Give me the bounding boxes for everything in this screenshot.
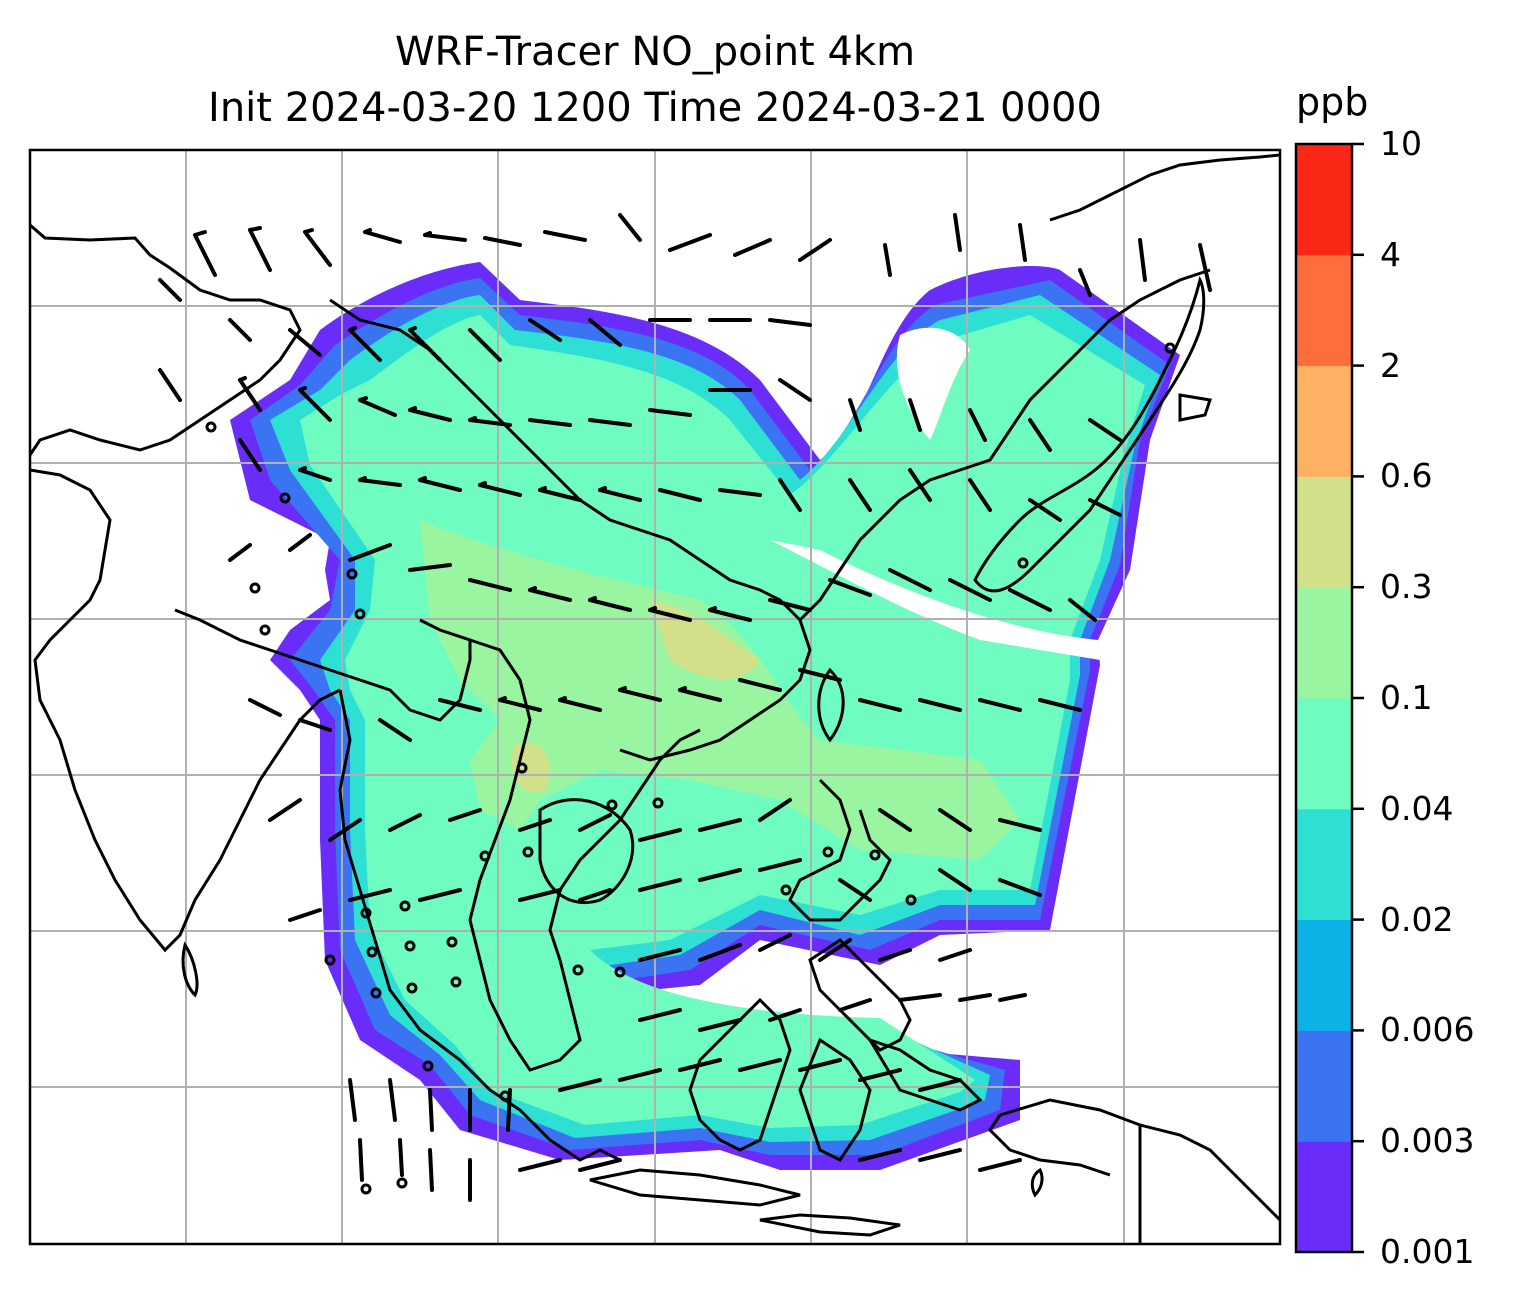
colorbar-tick-label: 0.04 (1380, 788, 1454, 828)
colorbar-segment (1296, 476, 1352, 588)
colorbar (1294, 142, 1364, 1254)
colorbar-segment (1296, 365, 1352, 477)
colorbar-tick-label: 0.6 (1380, 456, 1433, 496)
calm-markers (205, 342, 1176, 1195)
colorbar-segment (1296, 698, 1352, 810)
colorbar-unit: ppb (1296, 80, 1369, 124)
colorbar-segment (1296, 919, 1352, 1031)
colorbar-segment (1296, 587, 1352, 699)
coastlines (30, 153, 1280, 1244)
colorbar-segment (1296, 1030, 1352, 1142)
tracer-field-max (511, 600, 760, 792)
wind-barbs (158, 213, 1212, 1202)
map-frame (28, 148, 1282, 1246)
tracer-field-gap-2 (770, 540, 1100, 660)
colorbar-tick-label: 4 (1380, 234, 1401, 274)
colorbar-segment (1296, 144, 1352, 256)
colorbar-tick-label: 0.3 (1380, 567, 1433, 607)
colorbar-segment (1296, 254, 1352, 367)
title-line-2: Init 2024-03-20 1200 Time 2024-03-21 000… (208, 85, 1102, 131)
colorbar-tick-label: 0.003 (1380, 1121, 1475, 1161)
colorbar-tick-label: 2 (1380, 345, 1401, 385)
colorbar-tick-label: 0.006 (1380, 1010, 1475, 1050)
colorbar-tick-label: 0.1 (1380, 678, 1433, 717)
colorbar-segment (1296, 808, 1352, 921)
colorbar-tick-label: 0.02 (1380, 899, 1454, 939)
colorbar-tick-label: 0.001 (1380, 1232, 1475, 1271)
colorbar-tick-label: 10 (1380, 124, 1422, 163)
tracer-field (230, 262, 1180, 1170)
colorbar-segment (1296, 1141, 1352, 1253)
title-line-1: WRF-Tracer NO_point 4km (394, 29, 916, 75)
